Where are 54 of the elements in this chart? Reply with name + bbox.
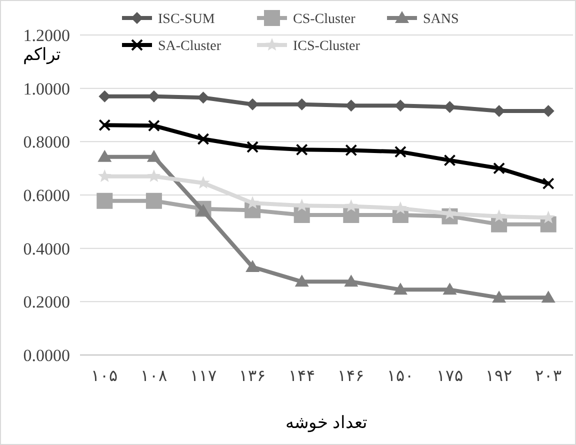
legend-label: SA-Cluster (158, 39, 222, 54)
point (96, 192, 113, 209)
point (98, 169, 112, 182)
point (147, 169, 161, 182)
point (196, 204, 210, 216)
x-tick-label: ۱۰۸ (140, 368, 168, 385)
point (98, 119, 111, 132)
legend-label: CS-Cluster (293, 12, 356, 27)
point (294, 274, 309, 287)
x-tick-label: ۱۷۵ (436, 368, 464, 385)
point (493, 162, 506, 174)
x-tick-label: ۱۳۶ (239, 368, 266, 385)
point (197, 133, 210, 145)
y-tick-label: 1.0000 (23, 79, 70, 98)
point (296, 144, 308, 156)
point (295, 198, 309, 212)
x-tick-label: ۱۱۷ (190, 368, 217, 385)
y-axis-title: تراکم (23, 45, 61, 65)
x-tick-label: ۱۵۰ (386, 368, 414, 385)
point (444, 154, 456, 166)
point (344, 199, 358, 212)
y-tick-label: 0.4000 (23, 239, 70, 258)
y-tick-label: 0.8000 (23, 132, 70, 152)
y-tick-label: 0.2000 (23, 292, 70, 312)
legend-label: SANS (423, 12, 459, 27)
x-axis-title: تعداد خوشه (285, 413, 368, 433)
point (344, 274, 358, 287)
x-tick-label: ۱۴۴ (288, 368, 316, 385)
y-tick-label: 1.2000 (23, 26, 70, 45)
point (442, 282, 457, 295)
point (294, 207, 310, 223)
x-tick-label: ۱۹۲ (486, 368, 513, 385)
point (492, 209, 506, 222)
point (345, 144, 358, 156)
point (146, 150, 161, 162)
point (246, 141, 259, 153)
x-tick-label: ۱۴۶ (338, 368, 365, 385)
point (542, 178, 554, 190)
point (146, 192, 162, 209)
point (394, 146, 406, 158)
x-tick-label: ۲۰۳ (534, 368, 562, 385)
point (148, 120, 160, 132)
point (98, 150, 112, 162)
point (492, 290, 506, 303)
legend-label: ICS-Cluster (293, 39, 360, 54)
point (542, 210, 556, 224)
y-tick-label: 0.0000 (23, 346, 70, 365)
point (394, 201, 408, 214)
point (393, 282, 408, 295)
y-tick-label: 0.6000 (23, 186, 70, 205)
x-tick-label: ۱۰۵ (91, 368, 118, 385)
point (541, 290, 556, 303)
point (246, 260, 260, 272)
legend-label: ISC-SUM (158, 12, 216, 27)
